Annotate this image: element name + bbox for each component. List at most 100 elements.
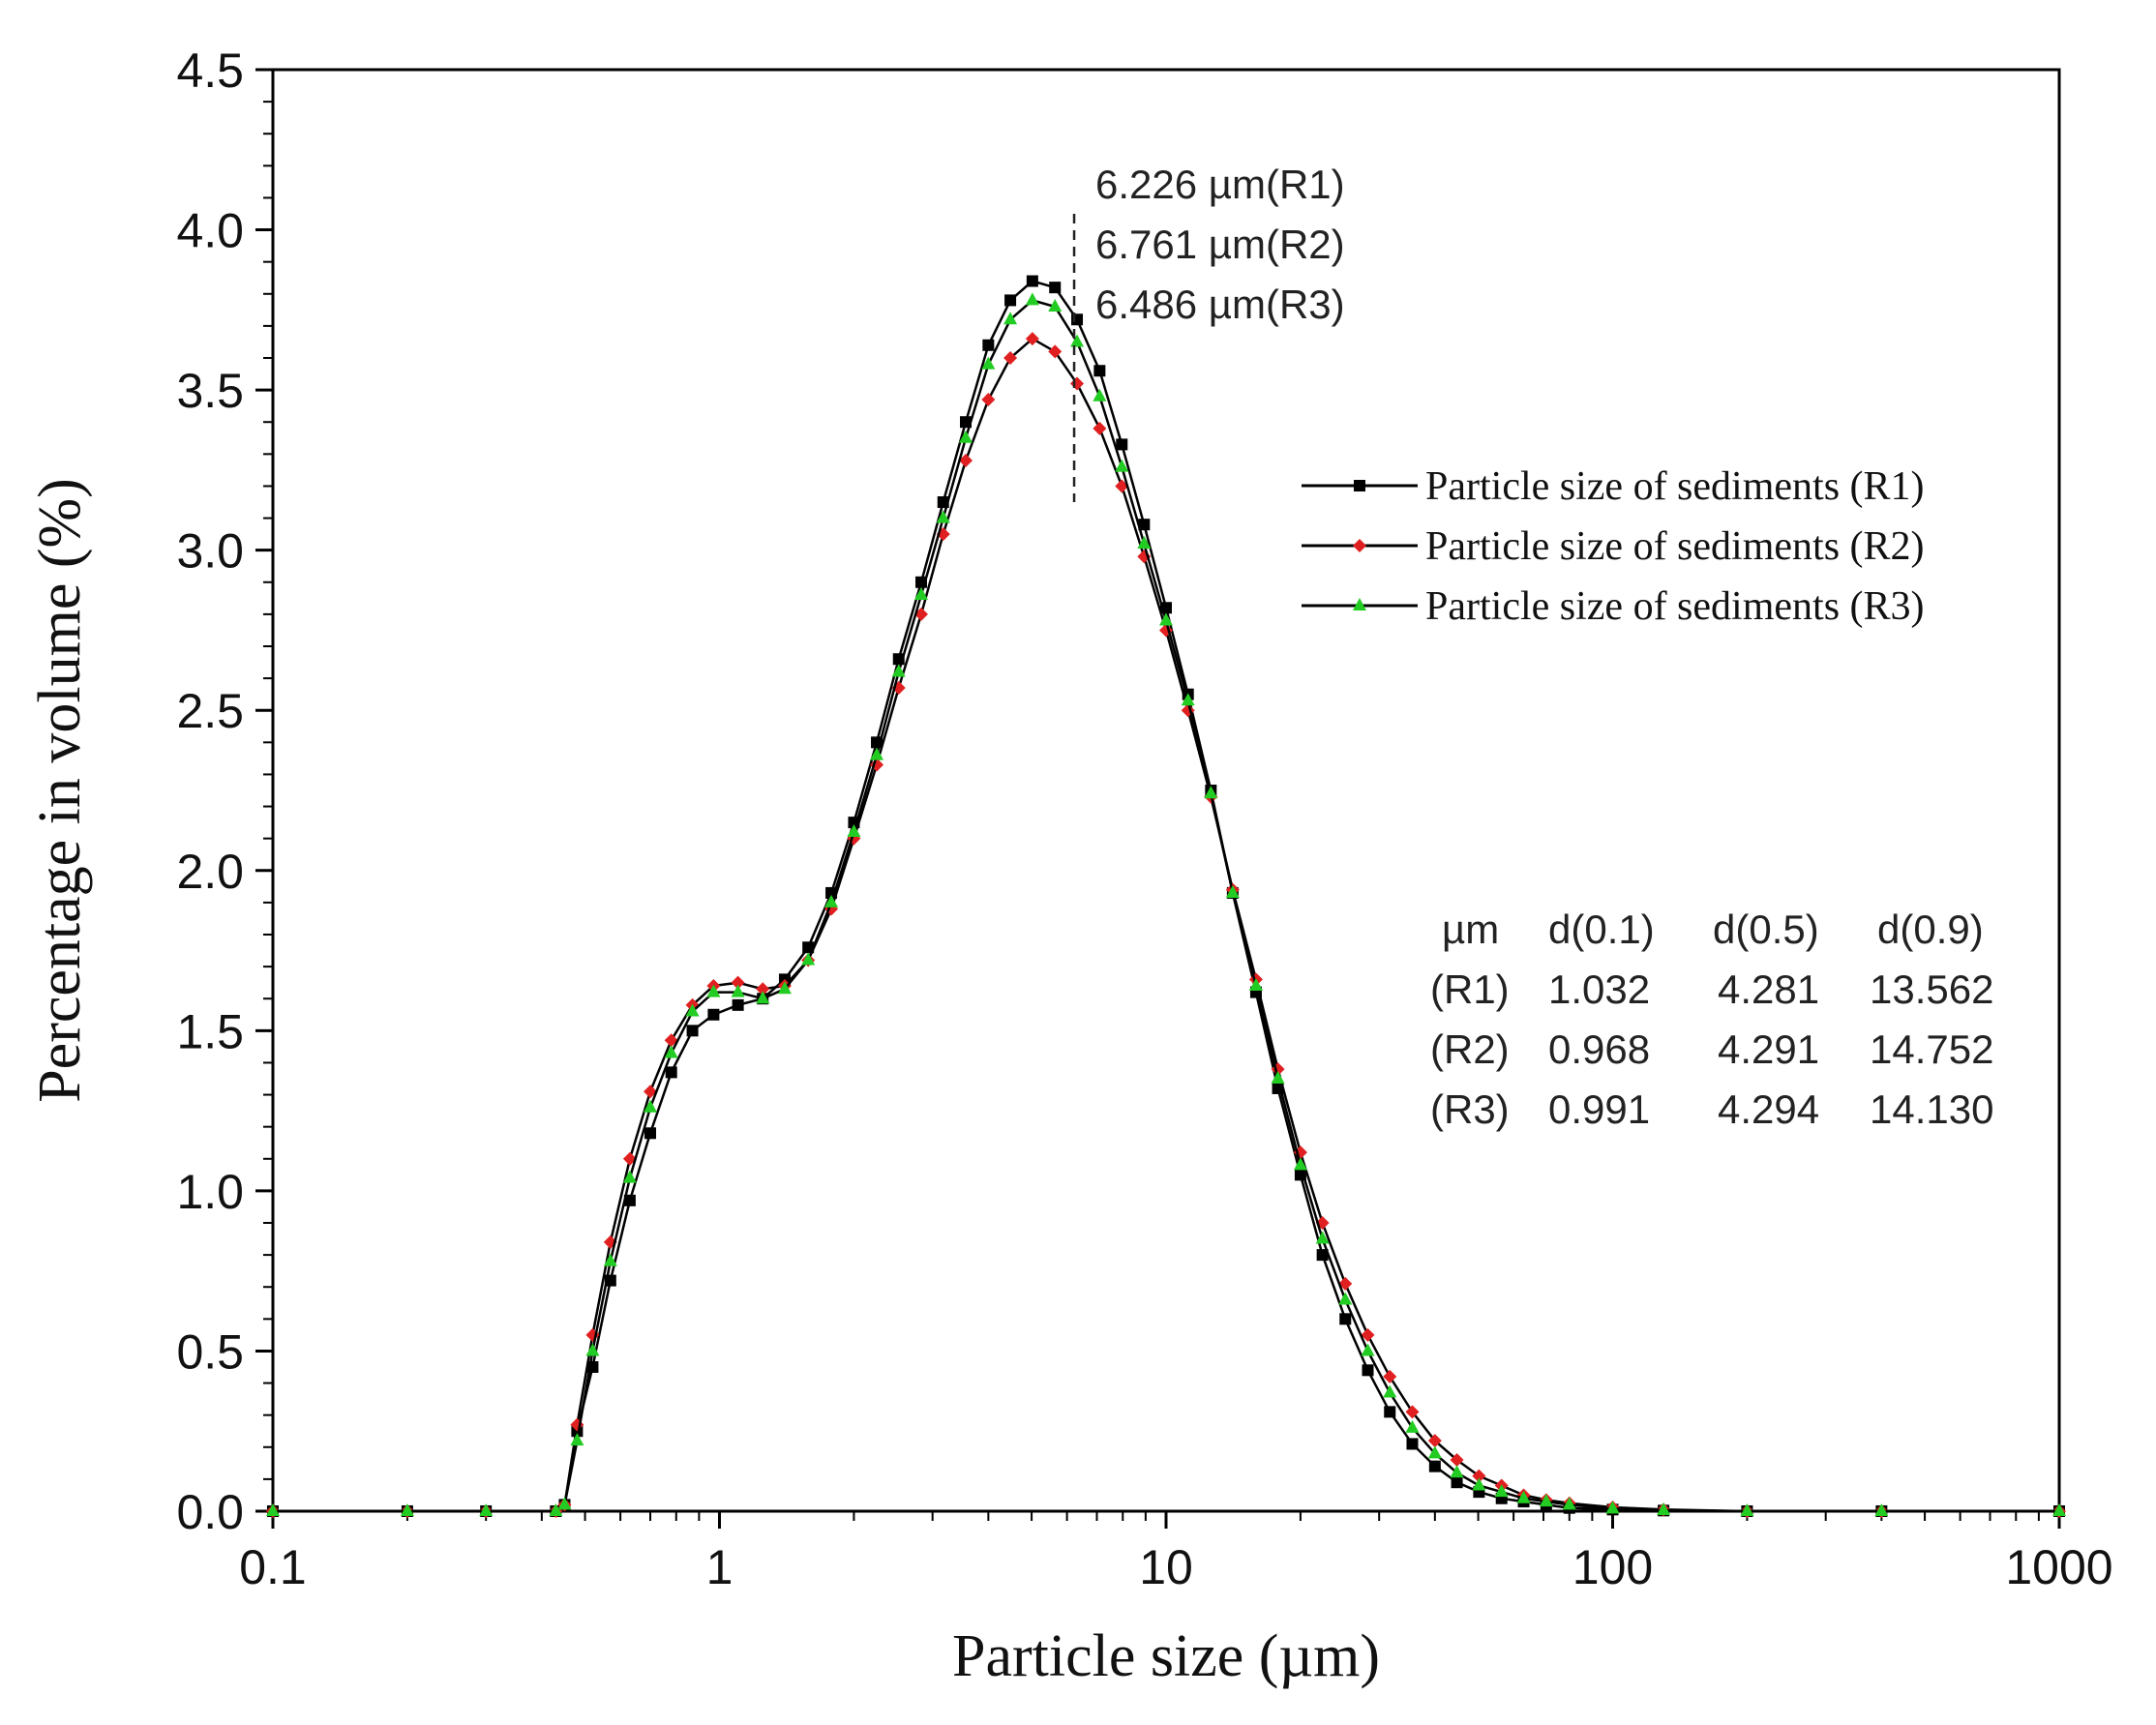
data-point xyxy=(824,894,839,907)
data-point xyxy=(1115,459,1129,472)
series-layer xyxy=(266,275,2066,1518)
axes: 0.0 0.5 1.0 1.5 2.0 2.5 3.0 3.5 4.0 4.5 0.1 1 10 100 1… xyxy=(176,44,2112,1594)
data-point xyxy=(777,981,792,995)
data-point xyxy=(1025,332,1039,346)
y-tick-label: 1.0 xyxy=(176,1165,244,1219)
data-point xyxy=(1049,282,1062,294)
data-point xyxy=(644,1099,658,1113)
data-point xyxy=(686,1025,699,1037)
peak-label-r1: 6.226 µm(R1) xyxy=(1095,162,1345,207)
data-point xyxy=(756,991,770,1004)
table-cell: (R3) xyxy=(1430,1086,1510,1132)
legend: Particle size of sediments (R1) Particle… xyxy=(1302,464,1925,629)
data-point xyxy=(644,1085,658,1099)
y-tick-label: 2.0 xyxy=(176,845,244,899)
data-point xyxy=(1048,299,1063,312)
y-tick-label: 3.0 xyxy=(176,524,244,579)
data-point xyxy=(1427,1445,1442,1459)
legend-marker xyxy=(1354,480,1365,491)
data-point xyxy=(913,587,928,601)
data-point xyxy=(1450,1465,1464,1478)
data-point xyxy=(1450,1453,1464,1468)
data-point xyxy=(1116,438,1128,451)
table-cell: (R1) xyxy=(1430,967,1510,1012)
data-point xyxy=(1740,1503,1754,1516)
data-point xyxy=(1225,884,1240,898)
data-point xyxy=(731,975,745,990)
legend-label-r2: Particle size of sediments (R2) xyxy=(1425,524,1925,569)
y-tick-label: 3.5 xyxy=(176,364,244,418)
data-point xyxy=(1315,1231,1330,1244)
data-point xyxy=(936,510,950,523)
data-point xyxy=(1003,351,1018,365)
data-point xyxy=(706,984,721,997)
data-point xyxy=(1361,1327,1375,1342)
table-cell: (R2) xyxy=(1430,1026,1510,1072)
series-3 xyxy=(266,292,2066,1516)
data-point xyxy=(731,984,745,997)
data-point xyxy=(756,982,770,996)
data-point xyxy=(1605,1501,1620,1514)
table-header-d09: d(0.9) xyxy=(1877,907,1984,952)
data-point xyxy=(732,998,744,1011)
data-point xyxy=(958,453,973,467)
data-point xyxy=(847,824,861,838)
table-cell: 4.291 xyxy=(1718,1026,1819,1072)
data-point xyxy=(958,430,973,443)
table-cell: 4.294 xyxy=(1718,1086,1819,1132)
data-point xyxy=(1472,1477,1486,1491)
x-tick-label: 100 xyxy=(1572,1540,1653,1594)
y-tick-label: 0.5 xyxy=(176,1324,244,1379)
percentile-table: µm d(0.1) d(0.5) d(0.9) (R1) 1.032 4.281… xyxy=(1430,907,1993,1132)
legend-marker xyxy=(1353,598,1366,610)
data-point xyxy=(400,1503,414,1516)
data-point xyxy=(1248,977,1263,991)
data-point xyxy=(644,1127,657,1140)
data-point xyxy=(1562,1497,1576,1510)
legend-item-r3: Particle size of sediments (R3) xyxy=(1302,584,1925,629)
data-point xyxy=(1362,1364,1374,1377)
data-point xyxy=(1494,1484,1509,1498)
data-point xyxy=(549,1503,563,1516)
data-point xyxy=(1339,1313,1352,1325)
table-cell: 1.032 xyxy=(1548,967,1650,1012)
data-point xyxy=(603,1253,617,1266)
y-tick-label: 2.5 xyxy=(176,684,244,738)
x-axis-title: Particle size (µm) xyxy=(952,1623,1380,1689)
data-point xyxy=(1383,1384,1397,1398)
data-point xyxy=(1093,365,1106,377)
data-point xyxy=(1405,1405,1420,1419)
data-point xyxy=(685,1003,700,1017)
data-point xyxy=(1181,693,1195,706)
y-tick-label: 4.5 xyxy=(176,44,244,98)
legend-label-r3: Particle size of sediments (R3) xyxy=(1425,584,1925,629)
legend-label-r1: Particle size of sediments (R1) xyxy=(1425,464,1925,509)
data-point xyxy=(266,1503,280,1516)
y-axis-title: Percentage in volume (%) xyxy=(27,478,93,1103)
data-point xyxy=(1003,312,1018,325)
peak-label-r2: 6.761 µm(R2) xyxy=(1095,222,1345,267)
data-point xyxy=(1159,612,1173,626)
x-tick-label: 10 xyxy=(1139,1540,1193,1594)
legend-marker xyxy=(1353,539,1366,552)
data-point xyxy=(1451,1476,1463,1489)
data-point xyxy=(570,1433,584,1446)
data-point xyxy=(1539,1494,1553,1507)
data-point xyxy=(585,1343,600,1356)
table-cell: 14.752 xyxy=(1870,1026,1993,1072)
data-point xyxy=(1516,1490,1531,1503)
data-point xyxy=(665,1066,677,1079)
table-cell: 0.991 xyxy=(1548,1086,1650,1132)
data-point xyxy=(1406,1438,1419,1450)
data-point xyxy=(1338,1292,1353,1305)
x-tick-label: 1000 xyxy=(2005,1540,2112,1594)
data-point xyxy=(801,952,816,966)
data-point xyxy=(981,356,996,370)
data-point xyxy=(1048,344,1063,359)
data-point xyxy=(1137,536,1152,550)
x-tick-label: 1 xyxy=(706,1540,734,1594)
data-point xyxy=(870,747,884,760)
data-point xyxy=(1427,1434,1442,1448)
